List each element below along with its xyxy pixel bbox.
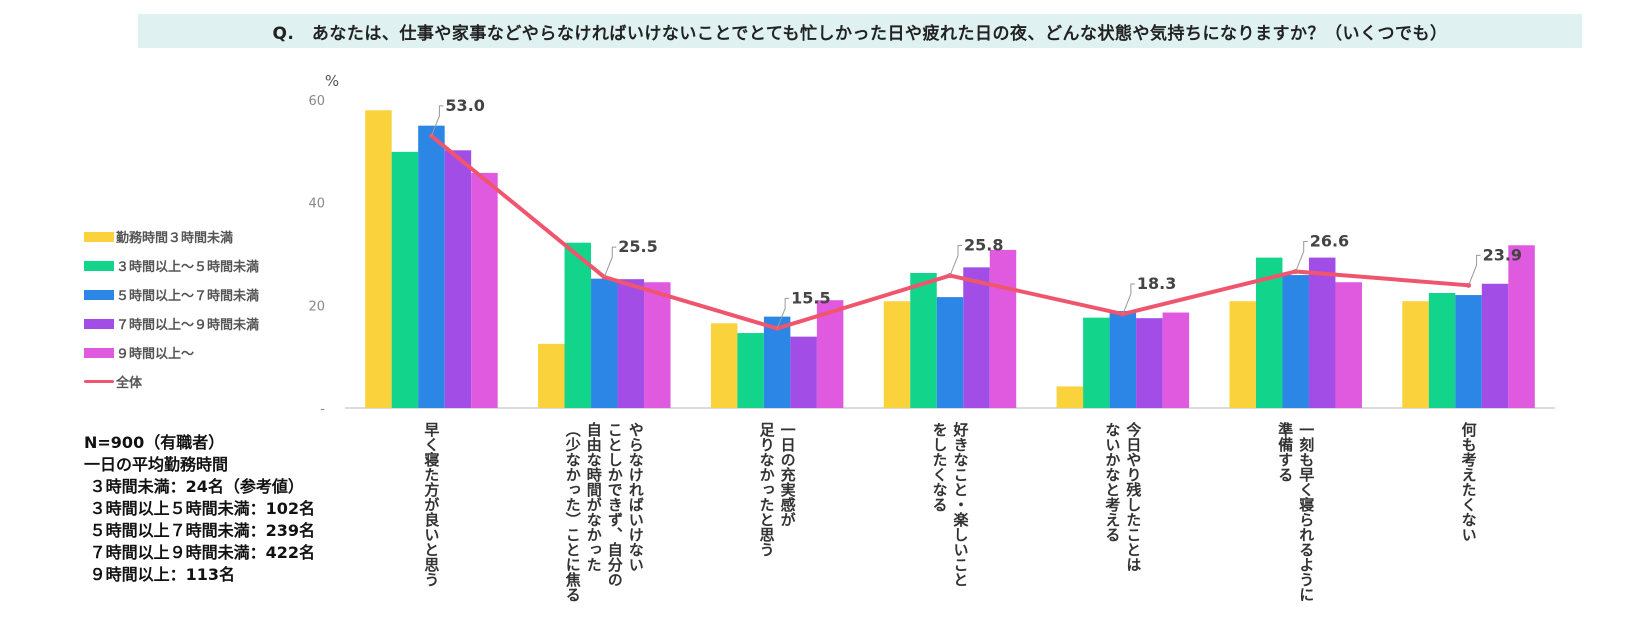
legend-item-series-1: ３時間以上～５時間未満 [84, 251, 324, 280]
value-leader [1468, 254, 1481, 286]
category-label: 足りなかったと思う [758, 422, 776, 557]
bar [1282, 275, 1309, 408]
sample-notes: N=900（有職者） 一日の平均勤務時間 ３時間未満：24名（参考値） ３時間以… [84, 432, 315, 586]
total-value-label: 15.5 [791, 288, 830, 307]
legend-item-series-4: ９時間以上～ [84, 338, 324, 367]
y-tick-label: 40 [308, 197, 325, 212]
value-leader [603, 246, 617, 278]
value-leader [1122, 283, 1135, 315]
legend-swatch [84, 347, 114, 358]
legend-label: ９時間以上～ [116, 347, 195, 362]
y-axis-unit: % [325, 72, 339, 90]
value-leader [1295, 240, 1308, 272]
category-label: 一日の充実感が [779, 422, 797, 527]
bar [1255, 257, 1283, 408]
bar [963, 267, 990, 408]
total-value-label: 53.0 [445, 96, 484, 115]
note-line: ７時間以上９時間未満：422名 [84, 543, 315, 562]
legend-label: 勤務時間３時間未満 [116, 231, 234, 246]
bar [1455, 295, 1482, 408]
bar [737, 333, 764, 408]
bar [910, 272, 937, 408]
category-label: ことしかできず、自分の [606, 422, 624, 587]
bar [644, 282, 671, 408]
bar [1083, 317, 1110, 408]
legend-label: ３時間以上～５時間未満 [116, 260, 260, 275]
bar [1481, 283, 1509, 408]
bar [418, 125, 445, 409]
bar [538, 343, 565, 408]
category-label: 早く寝た方が良いと思う [422, 422, 440, 587]
category-label: 一刻も早く寝られるように [1297, 422, 1315, 602]
total-value-label: 25.8 [964, 236, 1003, 255]
y-tick-label: 60 [308, 94, 325, 109]
legend-item-line: 全体 [84, 367, 324, 396]
legend-item-series-3: ７時間以上～９時間未満 [84, 309, 324, 338]
total-value-label: 23.9 [1483, 245, 1522, 264]
category-label: 好きなこと・楽しいこと [952, 421, 970, 587]
category-label: をしたくなる [931, 422, 949, 512]
note-line: ３時間以上５時間未満：102名 [84, 499, 315, 518]
bar [365, 110, 392, 409]
bar [391, 151, 419, 408]
category-label: （少なかった）ことに焦る [564, 422, 582, 602]
bar [883, 301, 911, 408]
y-tick-label: - [320, 402, 325, 417]
bar [1109, 310, 1137, 408]
legend-line-swatch [84, 380, 114, 383]
bar [591, 278, 618, 408]
legend: 勤務時間３時間未満 ３時間以上～５時間未満 ５時間以上～７時間未満 ７時間以上～… [84, 222, 324, 396]
legend-swatch [84, 318, 114, 329]
value-leader [430, 105, 444, 137]
total-value-label: 25.5 [618, 237, 657, 256]
legend-label: ５時間以上～７時間未満 [116, 289, 260, 304]
bar [1402, 301, 1429, 408]
legend-swatch [84, 289, 114, 300]
value-leader [949, 245, 962, 276]
bar [1308, 257, 1336, 408]
category-label: 自由な時間がなかった [585, 421, 603, 572]
bar [763, 316, 791, 408]
question-title: Q. あなたは、仕事や家事などやらなければいけないことでとても忙しかった日や疲れ… [138, 14, 1582, 48]
value-leader [776, 297, 790, 329]
bar [989, 249, 1017, 408]
question-title-text: Q. あなたは、仕事や家事などやらなければいけないことでとても忙しかった日や疲れ… [272, 23, 1448, 44]
bar [816, 300, 844, 408]
category-label: やらなければいけない [627, 422, 645, 572]
bar [1229, 301, 1256, 408]
category-label: 何も考えたくない [1460, 421, 1478, 542]
legend-item-series-0: 勤務時間３時間未満 [84, 222, 324, 251]
category-label: ないかなと考える [1103, 422, 1121, 542]
note-line: N=900（有職者） [84, 433, 225, 452]
bar [1056, 386, 1084, 408]
total-value-label: 18.3 [1137, 274, 1176, 293]
bar [790, 336, 817, 408]
legend-item-series-2: ５時間以上～７時間未満 [84, 280, 324, 309]
category-label: 今日やり残したことは [1124, 421, 1142, 572]
bar [617, 279, 645, 408]
note-line: ３時間未満：24名（参考値） [84, 477, 304, 496]
legend-swatch [84, 260, 114, 271]
bar [710, 323, 738, 408]
bar [936, 297, 964, 408]
bar [1335, 282, 1362, 408]
bar [1428, 293, 1456, 408]
bar [1136, 318, 1163, 408]
category-label: 準備する [1276, 421, 1294, 482]
bar [1508, 245, 1535, 408]
bar [471, 172, 498, 408]
bar [444, 150, 472, 408]
note-line: ９時間以上：113名 [84, 565, 235, 584]
total-value-label: 26.6 [1310, 231, 1349, 250]
note-line: ５時間以上７時間未満：239名 [84, 521, 315, 540]
bar [1162, 312, 1190, 408]
legend-label: ７時間以上～９時間未満 [116, 318, 260, 333]
legend-swatch [84, 231, 114, 242]
legend-label: 全体 [116, 376, 143, 391]
bar [564, 242, 592, 408]
note-line: 一日の平均勤務時間 [84, 455, 229, 474]
y-tick-label: 20 [308, 299, 325, 314]
